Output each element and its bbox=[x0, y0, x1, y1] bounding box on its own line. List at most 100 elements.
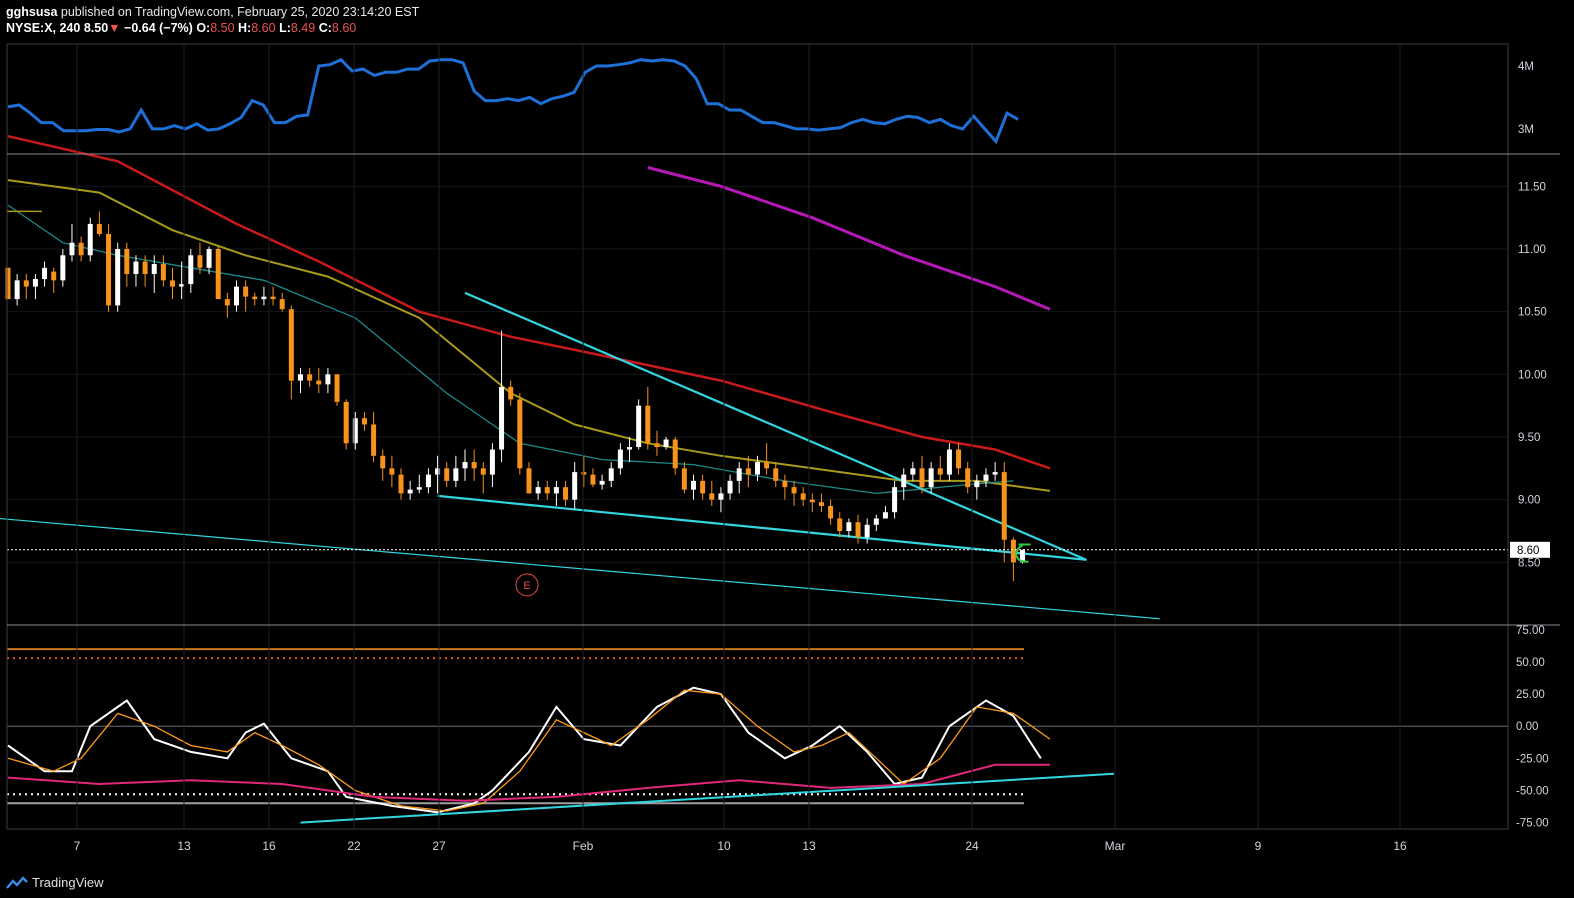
low-label: L: bbox=[279, 21, 291, 35]
close-value: 8.60 bbox=[331, 21, 357, 35]
candle-body bbox=[499, 386, 505, 450]
oscillator-tick-label: 50.00 bbox=[1516, 657, 1545, 669]
candle-body bbox=[727, 480, 733, 494]
last-price-tag bbox=[1510, 541, 1550, 558]
oscillator-tick-label: 0.00 bbox=[1516, 721, 1538, 733]
candle-body bbox=[919, 468, 925, 488]
candle-body bbox=[946, 449, 952, 475]
date-tick-label: 13 bbox=[802, 839, 816, 853]
publish-line: gghsusa published on TradingView.com, Fe… bbox=[6, 4, 419, 20]
candle-body bbox=[462, 462, 468, 469]
candle-body bbox=[544, 487, 550, 494]
candle-body bbox=[1020, 549, 1026, 563]
candle-body bbox=[124, 249, 130, 275]
footer: TradingView bbox=[6, 875, 104, 890]
candle-body bbox=[718, 493, 724, 500]
candle-body bbox=[864, 524, 870, 538]
candle-body bbox=[343, 401, 349, 444]
moving-average-line bbox=[7, 134, 1051, 470]
candle-body bbox=[672, 439, 678, 469]
price-tick-label: 8.50 bbox=[1518, 557, 1540, 569]
candle-body bbox=[809, 499, 815, 503]
candle-body bbox=[334, 374, 340, 402]
earnings-icon bbox=[515, 573, 539, 597]
candle-body bbox=[453, 468, 459, 481]
candle-body bbox=[590, 474, 596, 485]
candle-body bbox=[32, 279, 38, 287]
candle-body bbox=[270, 296, 276, 300]
candle-body bbox=[901, 474, 907, 488]
candle-body bbox=[928, 468, 934, 488]
candle-body bbox=[773, 468, 779, 481]
volume-pane bbox=[7, 57, 1019, 145]
candle-body bbox=[407, 489, 413, 494]
candle-body bbox=[480, 468, 486, 475]
candle-body bbox=[992, 472, 998, 475]
date-tick-label: Feb bbox=[573, 839, 594, 853]
candle-body bbox=[197, 255, 203, 268]
moving-average-line bbox=[7, 204, 1014, 495]
candle-body bbox=[517, 399, 523, 469]
candle-body bbox=[974, 480, 980, 488]
date-tick-label: 16 bbox=[1393, 839, 1407, 853]
oscillator-line bbox=[7, 763, 1050, 802]
candle-body bbox=[846, 522, 852, 531]
candle-body bbox=[572, 472, 578, 500]
candle-body bbox=[206, 249, 212, 268]
candle-body bbox=[87, 223, 93, 256]
candle-body bbox=[965, 468, 971, 488]
candle-body bbox=[389, 468, 395, 475]
trend-line bbox=[464, 291, 1087, 561]
volume-line bbox=[7, 57, 1019, 145]
candle-body bbox=[252, 296, 258, 300]
oscillator-tick-label: -25.00 bbox=[1516, 753, 1549, 765]
price-tick-label: 10.00 bbox=[1518, 369, 1547, 381]
candle-body bbox=[882, 512, 888, 519]
candle-body bbox=[636, 405, 642, 448]
oscillator-tick-label: 75.00 bbox=[1516, 625, 1545, 637]
author[interactable]: gghsusa bbox=[6, 5, 58, 19]
date-tick-label: 24 bbox=[965, 839, 979, 853]
ohlc-legend: NYSE:X, 240 8.50▼ −0.64 (−7%) O:8.50 H:8… bbox=[6, 20, 419, 36]
candle-body bbox=[398, 474, 404, 494]
candle-body bbox=[608, 468, 614, 481]
price-pane: E bbox=[0, 134, 1508, 620]
chart-header: gghsusa published on TradingView.com, Fe… bbox=[6, 4, 419, 36]
date-tick-label: 9 bbox=[1255, 839, 1262, 853]
candle-body bbox=[288, 309, 294, 381]
candle-body bbox=[234, 286, 239, 306]
oscillator-pane bbox=[7, 648, 1508, 824]
candle-body bbox=[681, 468, 687, 490]
price-tick-label: 11.50 bbox=[1518, 181, 1546, 193]
low-value: 8.49 bbox=[290, 21, 316, 35]
candle-body bbox=[535, 487, 541, 494]
candle-body bbox=[892, 487, 898, 513]
candle-body bbox=[42, 267, 48, 280]
candle-body bbox=[489, 449, 495, 475]
candle-body bbox=[754, 462, 760, 475]
oscillator-line bbox=[7, 686, 1042, 814]
candle-body bbox=[297, 374, 303, 381]
candle-body bbox=[983, 474, 989, 481]
open-value: 8.50 bbox=[210, 21, 235, 35]
candle-body bbox=[645, 405, 651, 444]
candle-body bbox=[23, 280, 29, 287]
trend-line bbox=[0, 517, 1160, 620]
candle-body bbox=[352, 418, 358, 444]
brand-label[interactable]: TradingView bbox=[32, 875, 104, 890]
symbol-label[interactable]: NYSE:X, 240 bbox=[6, 21, 81, 35]
candle-body bbox=[307, 374, 313, 381]
tradingview-logo-icon bbox=[6, 875, 28, 889]
candle-body bbox=[142, 261, 148, 275]
candle-body bbox=[179, 284, 185, 287]
oscillator-line bbox=[7, 689, 1051, 812]
candle-body bbox=[435, 468, 441, 475]
date-axis: 7 13 16 22 27 Feb 10 13 24 Mar 9 16 bbox=[74, 44, 1407, 853]
date-tick-label: 16 bbox=[262, 839, 276, 853]
candle-body bbox=[617, 449, 623, 469]
candle-body bbox=[691, 480, 696, 490]
candle-body bbox=[380, 455, 386, 469]
candle-body bbox=[416, 487, 422, 490]
candle-body bbox=[910, 468, 916, 475]
